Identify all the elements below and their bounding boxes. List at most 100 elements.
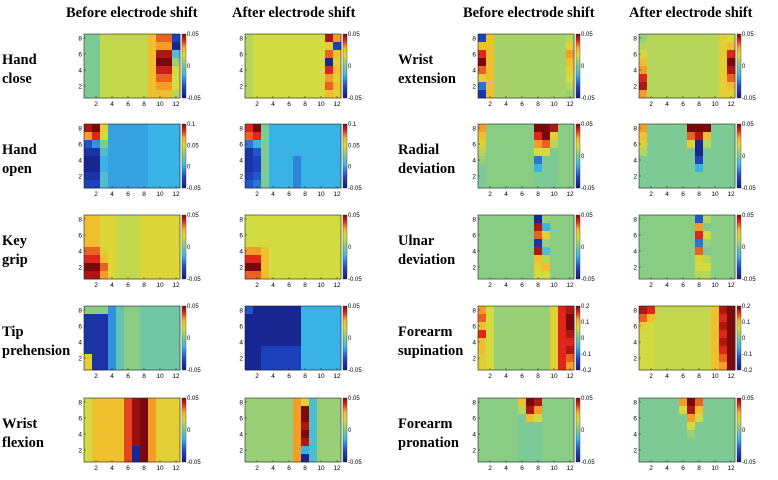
- heatmap-cell: [325, 338, 334, 347]
- heatmap-cell: [478, 148, 487, 157]
- heatmap-cell: [269, 314, 278, 323]
- heatmap-cell: [679, 446, 688, 455]
- heatmap-cell: [245, 362, 254, 371]
- heatmap-cell: [639, 180, 648, 189]
- x-tick-label: 12: [566, 282, 574, 289]
- heatmap-cell: [566, 58, 575, 67]
- heatmap-cell: [719, 406, 728, 415]
- heatmap-cell: [655, 231, 664, 240]
- heatmap-cell: [502, 430, 511, 439]
- heatmap-cell: [727, 430, 736, 439]
- heatmap-cell: [124, 58, 133, 67]
- plot-frame: [83, 397, 181, 463]
- heatmap-cell: [687, 346, 696, 355]
- heatmap-cell: [727, 34, 736, 43]
- heatmap-cell: [164, 74, 173, 83]
- heatmap-cell: [285, 446, 294, 455]
- heatmap-cell: [100, 172, 109, 181]
- heatmap-cell: [526, 90, 535, 99]
- heatmap-cell: [655, 42, 664, 51]
- heatmap-cell: [277, 50, 286, 59]
- colorbar-tick-label: 0: [187, 336, 191, 342]
- heatmap-cell: [663, 398, 672, 407]
- heatmap-cell: [703, 362, 712, 371]
- colorbar-tick-label: 0.05: [348, 396, 360, 402]
- heatmap-cell: [164, 354, 173, 363]
- heatmap-cell: [695, 271, 704, 280]
- heatmap-cell: [277, 148, 286, 157]
- heatmap-cell: [140, 74, 149, 83]
- heatmap-cell: [132, 172, 141, 181]
- gesture-label-line: grip: [2, 252, 28, 268]
- heatmap-cell: [269, 306, 278, 315]
- heatmap-cell: [695, 263, 704, 272]
- colorbar: [575, 123, 581, 189]
- colorbar-tick-label: -0.05: [581, 96, 595, 102]
- heatmap-cell: [687, 66, 696, 75]
- heatmap-cell: [502, 132, 511, 141]
- heatmap-cell: [84, 180, 93, 189]
- heatmap-cell: [164, 322, 173, 331]
- heatmap-cell: [494, 362, 503, 371]
- heatmap-cell: [558, 90, 567, 99]
- heatmap-cell: [703, 438, 712, 447]
- heatmap-cell: [285, 74, 294, 83]
- heatmap-cell: [510, 398, 519, 407]
- heatmap-cell: [84, 239, 93, 248]
- heatmap-cell: [132, 330, 141, 339]
- heatmap-cell: [542, 124, 551, 133]
- heatmap-cell: [293, 314, 302, 323]
- heatmap-cell: [172, 239, 181, 248]
- colorbar-tick-label: -0.05: [742, 277, 756, 283]
- heatmap-cell: [140, 306, 149, 315]
- heatmap-cell: [253, 148, 262, 157]
- heatmap-cell: [478, 124, 487, 133]
- y-tick-label: 2: [78, 173, 82, 180]
- heatmap-cell: [269, 42, 278, 51]
- colorbar: [181, 305, 187, 371]
- heatmap-cell: [116, 454, 125, 463]
- heatmap-cell: [100, 362, 109, 371]
- x-tick-label: 6: [520, 101, 524, 108]
- heatmap-cell: [100, 263, 109, 272]
- heatmap-cell: [92, 180, 101, 189]
- heatmap-cell: [164, 454, 173, 463]
- heatmap-cell: [132, 156, 141, 165]
- heatmap-cell: [245, 34, 254, 43]
- heatmap-cell: [325, 255, 334, 264]
- heatmap-cell: [518, 338, 527, 347]
- heatmap-cell: [116, 164, 125, 173]
- heatmap-cell: [132, 362, 141, 371]
- heatmap-cell: [510, 231, 519, 240]
- heatmap-cell: [108, 306, 117, 315]
- heatmap-cell: [293, 124, 302, 133]
- heatmap-cell: [148, 406, 157, 415]
- heatmap-cell: [261, 422, 270, 431]
- heatmap-cell: [253, 398, 262, 407]
- x-tick-label: 4: [110, 465, 114, 472]
- heatmap-cell: [301, 74, 310, 83]
- heatmap-cell: [727, 239, 736, 248]
- heatmap-cell: [293, 172, 302, 181]
- x-tick-label: 2: [94, 465, 98, 472]
- heatmap-cell: [253, 406, 262, 415]
- heatmap-cell: [92, 66, 101, 75]
- x-tick-label: 8: [303, 465, 307, 472]
- heatmap-cell: [301, 239, 310, 248]
- heatmap-cell: [92, 255, 101, 264]
- heatmap-cell: [156, 231, 165, 240]
- y-tick-label: 6: [472, 51, 476, 58]
- heatmap-cell: [655, 271, 664, 280]
- heatmap-cell: [116, 414, 125, 423]
- heatmap-cell: [269, 58, 278, 67]
- gesture-label: Hand close: [2, 52, 37, 87]
- heatmap-cell: [687, 314, 696, 323]
- heatmap-cell: [309, 330, 318, 339]
- heatmap-cell: [309, 223, 318, 232]
- heatmap-cell: [116, 66, 125, 75]
- heatmap-cell: [719, 239, 728, 248]
- heatmap-cell: [132, 322, 141, 331]
- heatmap-cell: [108, 430, 117, 439]
- heatmap-cell: [679, 271, 688, 280]
